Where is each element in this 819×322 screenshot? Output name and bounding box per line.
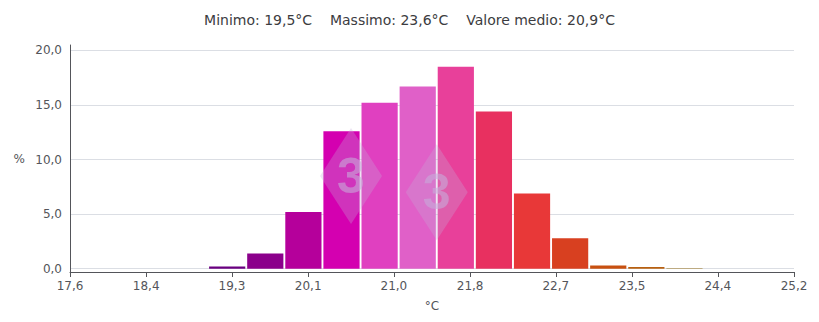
svg-text:19,3: 19,3: [219, 279, 246, 293]
svg-text:%: %: [14, 152, 25, 166]
svg-text:5,0: 5,0: [43, 207, 62, 221]
svg-text:°C: °C: [425, 299, 439, 313]
svg-text:22,7: 22,7: [542, 279, 569, 293]
svg-text:24,4: 24,4: [704, 279, 731, 293]
svg-text:21,8: 21,8: [457, 279, 484, 293]
svg-text:10,0: 10,0: [35, 153, 62, 167]
svg-text:18,4: 18,4: [133, 279, 160, 293]
svg-text:20,0: 20,0: [35, 43, 62, 57]
svg-text:20,1: 20,1: [295, 279, 322, 293]
svg-text:3: 3: [423, 164, 451, 220]
svg-text:Minimo: 19,5°C Massimo: 23,: Minimo: 19,5°C Massimo: 23,6°C Valore me…: [204, 12, 615, 28]
svg-text:3: 3: [337, 148, 365, 204]
svg-text:23,5: 23,5: [619, 279, 646, 293]
svg-text:15,0: 15,0: [35, 98, 62, 112]
svg-text:21,0: 21,0: [381, 279, 408, 293]
svg-text:0,0: 0,0: [43, 262, 62, 276]
svg-text:17,6: 17,6: [57, 279, 84, 293]
svg-text:25,2: 25,2: [781, 279, 808, 293]
